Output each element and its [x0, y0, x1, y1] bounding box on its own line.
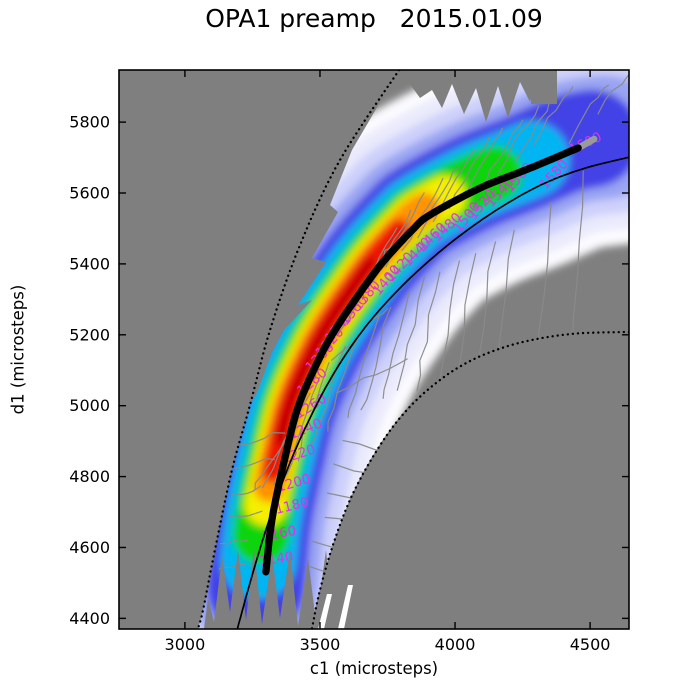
axes: 3000 3500 4000 4500 4400 4600 4800 5000 5200 5400… — [69, 69, 630, 654]
y-tick-label: 5000 — [69, 396, 110, 415]
plot-frame — [118, 69, 630, 630]
heat-band — [144, 70, 629, 629]
y-tick-label: 4400 — [69, 609, 110, 628]
plot-area: 1140116011801200122012401260128013001320… — [119, 70, 629, 629]
y-tick-label: 5800 — [69, 113, 110, 132]
y-tick-label: 5600 — [69, 184, 110, 203]
chart-title: OPA1 preamp 2015.01.09 — [205, 4, 543, 33]
y-tick-label: 5400 — [69, 254, 110, 273]
y-tick-label: 4600 — [69, 538, 110, 557]
ridge-curve — [262, 144, 582, 576]
x-tick-label: 3000 — [165, 635, 206, 654]
y-tick-label: 5200 — [69, 325, 110, 344]
x-tick-label: 4000 — [435, 635, 476, 654]
x-tick-label: 4500 — [570, 635, 611, 654]
y-axis-label: d1 (microsteps) — [8, 284, 28, 415]
travel-limit-dotted-curve — [310, 330, 629, 629]
y-tick-label: 4800 — [69, 467, 110, 486]
x-tick-label: 3500 — [300, 635, 341, 654]
x-axis-label: c1 (microsteps) — [309, 659, 439, 678]
mask-regions — [119, 70, 629, 629]
